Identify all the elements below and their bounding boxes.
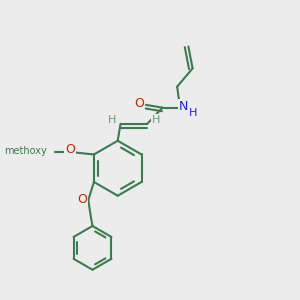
Text: H: H [108, 115, 116, 125]
Text: H: H [189, 108, 198, 118]
Text: O: O [65, 143, 75, 156]
Text: O: O [77, 193, 87, 206]
Text: methoxy: methoxy [4, 146, 47, 156]
Text: N: N [179, 100, 189, 113]
Text: H: H [152, 115, 160, 125]
Text: O: O [135, 97, 145, 110]
